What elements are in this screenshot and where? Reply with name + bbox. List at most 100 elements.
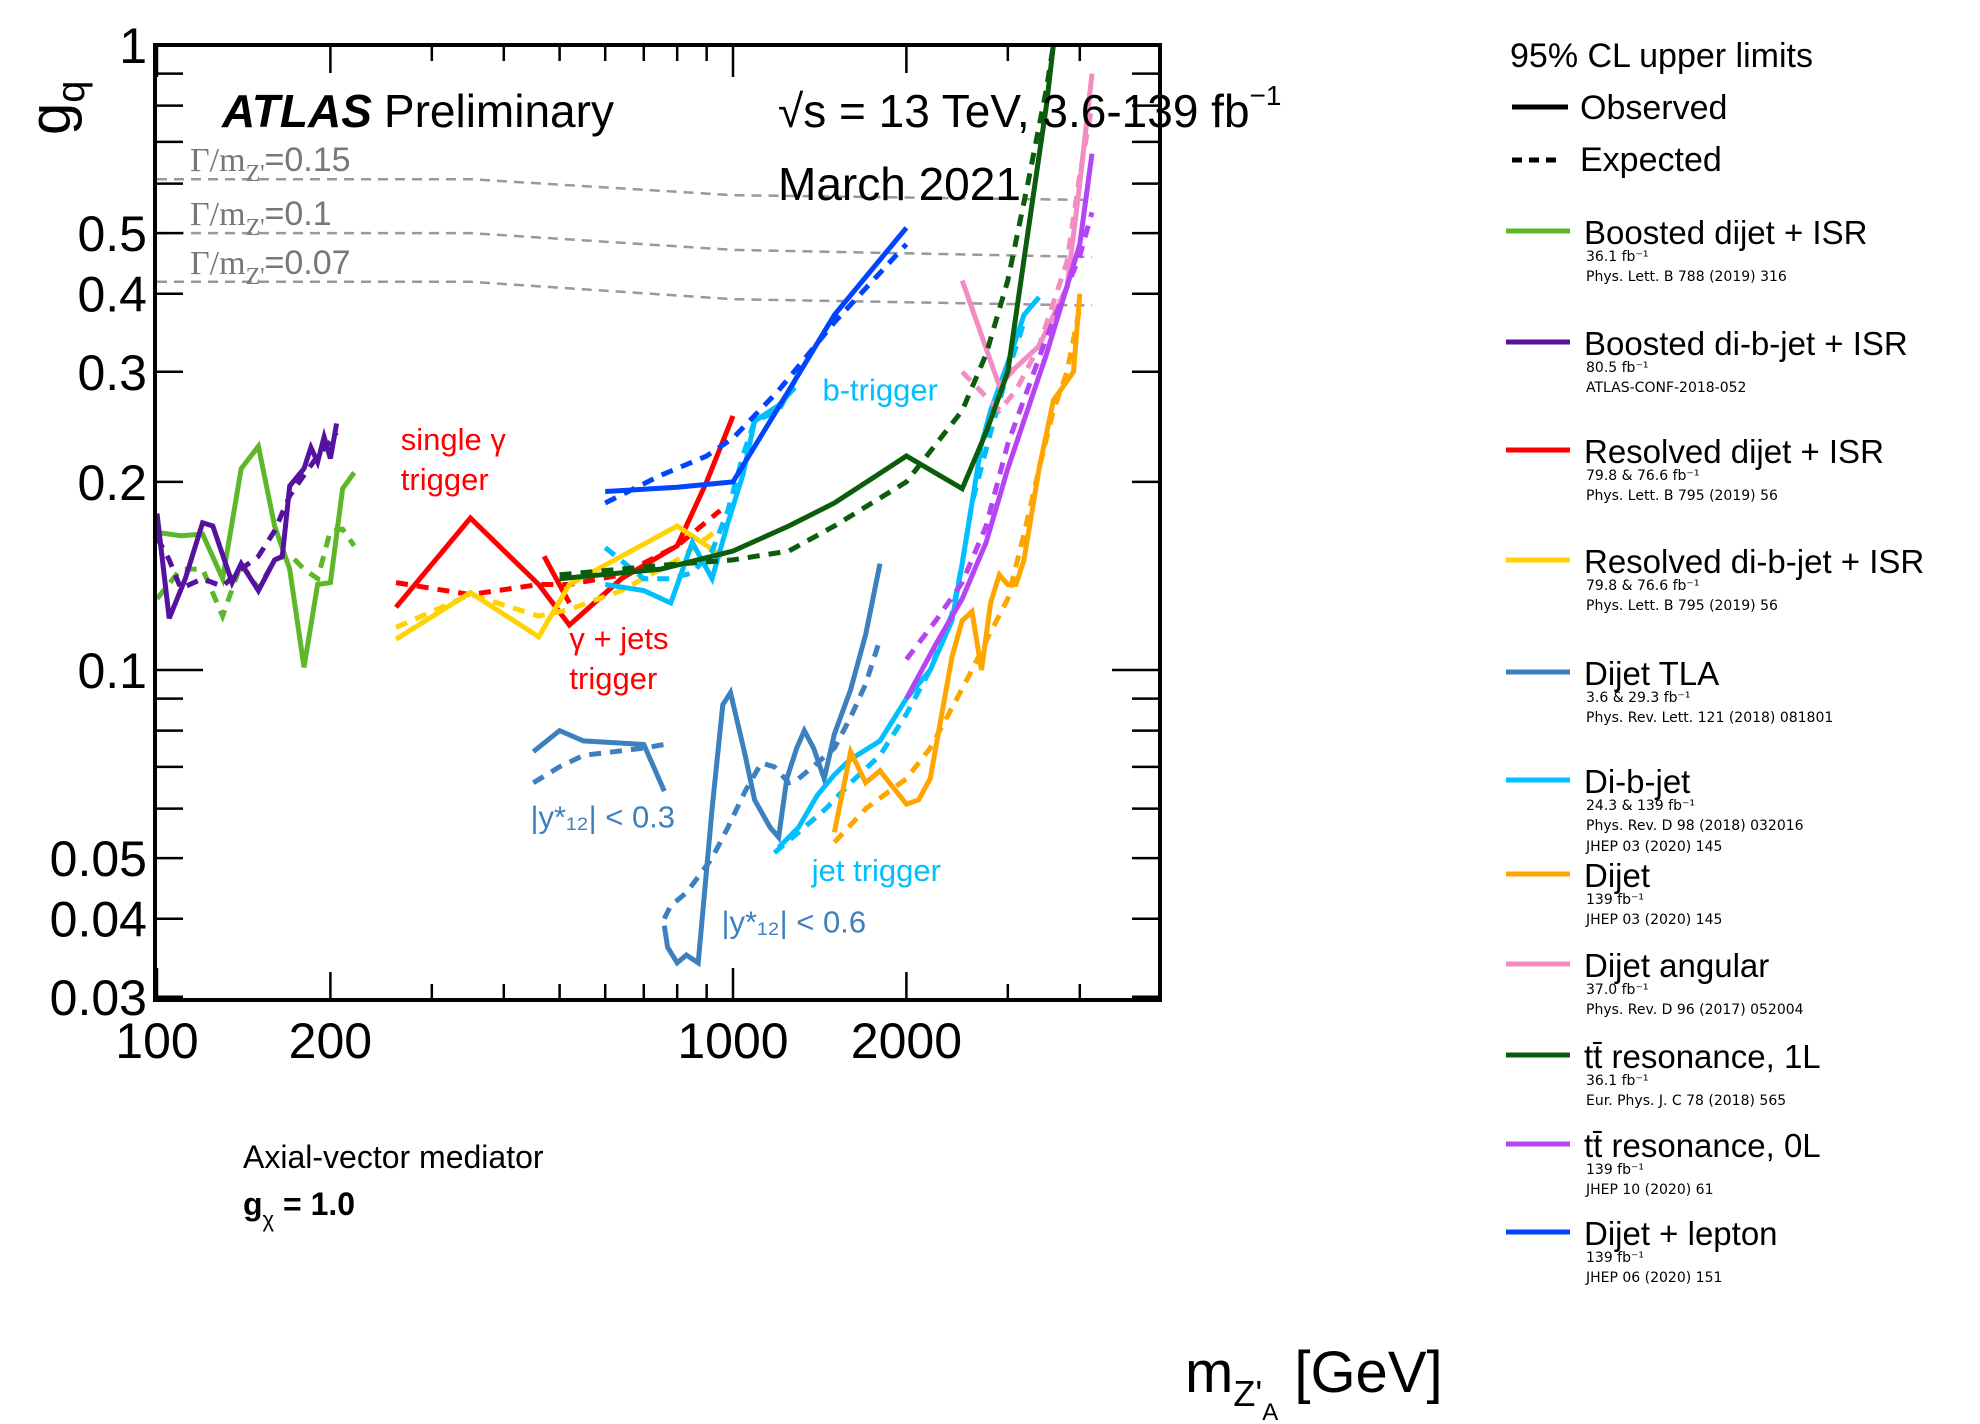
legend-entry-ref: Phys. Lett. B 788 (2019) 316 [1586,269,1787,285]
y-tick-label: 0.3 [77,345,147,401]
legend-entry-ref: ATLAS-CONF-2018-052 [1586,380,1746,396]
legend-entry-ref: JHEP 06 (2020) 151 [1585,1270,1722,1286]
y-tick-label: 0.04 [50,892,147,948]
series-line-boosted-di-b-jet-isr-expected [155,431,339,592]
width-line-label-sub: Z' [246,161,265,187]
y-axis-label: gq [18,80,93,135]
legend-entry-lumi: 79.8 & 76.6 fb⁻¹ [1586,468,1699,484]
series-line-resolved-di-b-jet-isr-expected [394,523,725,630]
width-line-label-value: =0.1 [265,195,332,233]
width-line-label-value: =0.07 [265,244,351,282]
width-line-label-2: Γ/mZ'=0.07 [190,244,351,290]
width-line-label-sub: Z' [246,215,265,241]
energy-label: √s = 13 TeV, 3.6-139 fb−1 [778,80,1281,137]
legend-entry-lumi: 37.0 fb⁻¹ [1586,982,1648,998]
annotation-line: trigger [401,462,489,497]
width-line-label-text: Γ/m [190,196,246,233]
legend-entry-lumi: 80.5 fb⁻¹ [1586,360,1648,376]
width-line-0 [157,177,1093,202]
legend-entry-name: tt̄ resonance, 1L [1584,1038,1821,1075]
legend-entry-lumi: 79.8 & 76.6 fb⁻¹ [1586,578,1699,594]
legend-entry-lumi: 139 fb⁻¹ [1586,1250,1644,1266]
x-tick-label: 1000 [677,1013,788,1069]
y-tick-label: 0.03 [50,970,147,1026]
legend-entry-ref: JHEP 03 (2020) 145 [1585,839,1722,855]
legend-entry-lumi: 139 fb⁻¹ [1586,892,1644,908]
y-tick-label: 0.1 [77,643,147,699]
legend-header: 95% CL upper limits [1510,37,1813,75]
legend-entry-lumi: 36.1 fb⁻¹ [1586,249,1648,265]
y-axis-label-sub: q [49,80,93,102]
legend-entry-ref: Phys. Rev. D 96 (2017) 052004 [1586,1002,1804,1018]
date-label: March 2021 [778,158,1021,210]
legend-entry-ref: Phys. Rev. Lett. 121 (2018) 081801 [1586,710,1833,726]
legend-entry-lumi: 24.3 & 139 fb⁻¹ [1586,798,1695,814]
legend-entry-name: Dijet [1584,857,1650,894]
chart-title: ATLAS Preliminary [221,85,614,137]
x-axis-label: mZ'A [GeV] [1185,1340,1443,1424]
legend-entry-name: Boosted di-b-jet + ISR [1584,325,1908,362]
legend-entry-ref: Phys. Lett. B 795 (2019) 56 [1586,488,1778,504]
series-line-tt-resonance-0l-expected [904,211,1095,661]
annotation-b-trigger: b-trigger [822,372,937,407]
annotation-line: jet trigger [811,853,941,888]
series-line-tt-resonance-0l-observed [904,153,1095,700]
series-line-dijet-angular-expected [960,105,1095,415]
legend-entry-name: Resolved di-b-jet + ISR [1584,543,1924,580]
legend-entry-ref: Phys. Rev. D 98 (2018) 032016 [1586,818,1804,834]
legend-entry-name: Dijet TLA [1584,655,1719,692]
series-line-resolved-di-b-jet-isr-observed [394,523,725,642]
x-axis-label-subsub: A [1262,1399,1278,1424]
width-line-label-value: =0.15 [265,141,351,179]
legend-expected-label: Expected [1580,141,1722,179]
legend-entry-name: tt̄ resonance, 0L [1584,1127,1821,1164]
y-tick-label: 1 [119,18,147,74]
series-line-di-b-jet-jet-trigger-expected [772,321,1027,855]
preliminary-label: Preliminary [384,85,614,137]
legend-entry-lumi: 3.6 & 29.3 fb⁻¹ [1586,690,1691,706]
legend-entry-lumi: 36.1 fb⁻¹ [1586,1073,1648,1089]
plot-frame [153,43,1162,1002]
width-line-label-1: Γ/mZ'=0.1 [190,195,332,241]
width-line-label-text: Γ/m [190,245,246,282]
series-line-dijet-lepton-observed [605,226,909,494]
width-line-label-0: Γ/mZ'=0.15 [190,141,351,187]
width-line-1 [157,231,1093,259]
x-axis-label-main: m [1185,1340,1233,1405]
annotation-jet-trigger: jet trigger [811,853,941,888]
energy-label-sup: −1 [1250,80,1282,111]
legend-entry-ref: JHEP 03 (2020) 145 [1585,912,1722,928]
legend-entry-lumi: 139 fb⁻¹ [1586,1162,1644,1178]
x-tick-label: 2000 [851,1013,962,1069]
y-tick-label: 0.05 [50,831,147,887]
y-axis-label-main: g [18,103,83,135]
annotation-single-gamma: single γ trigger [401,422,507,497]
energy-label-text: √s = 13 TeV, 3.6-139 fb [778,85,1250,137]
series-line-boosted-dijet-isr-observed [156,440,357,668]
annotation-line: b-trigger [822,372,937,407]
axes: 100 200 1000 2000 0.03 0.040.05 0.1 0.2 0.3 0.40.… [50,18,1162,1069]
x-tick-label: 200 [289,1013,372,1069]
legend: 95% CL upper limits Observed Expected Boost… [1506,37,1924,1286]
atlas-label: ATLAS [221,85,372,137]
y-tick-label: 0.5 [77,206,147,262]
width-line-label-sub: Z' [246,264,265,290]
legend-entry-ref: Phys. Lett. B 795 (2019) 56 [1586,598,1778,614]
legend-entry-ref: JHEP 10 (2020) 61 [1585,1182,1713,1198]
width-line-2 [157,280,1093,307]
annotation-line: γ + jets [569,621,668,656]
series-layer [155,45,1095,968]
coupling-label-sub: χ [263,1207,275,1232]
legend-entry-name: Resolved dijet + ISR [1584,433,1884,470]
